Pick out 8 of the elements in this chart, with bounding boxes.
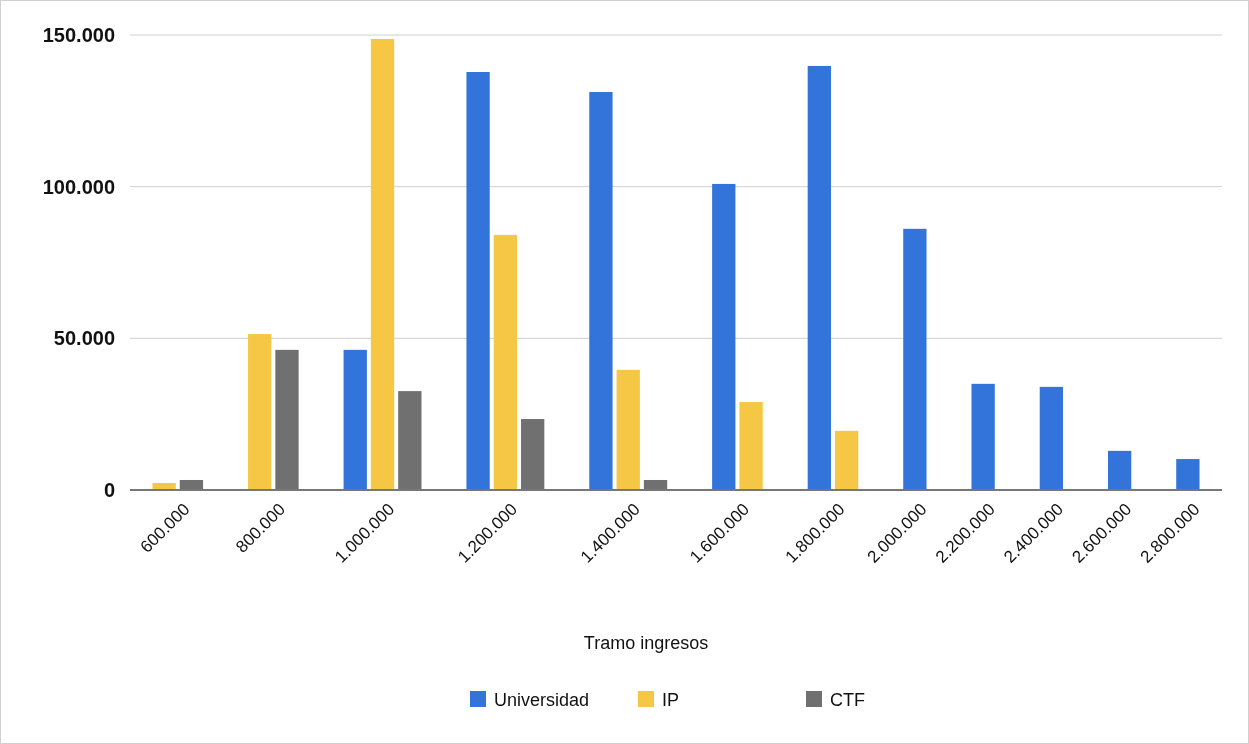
y-tick-label: 150.000 <box>42 23 115 46</box>
x-axis-title: Tramo ingresos <box>583 633 709 653</box>
y-tick-label: 100.000 <box>42 175 115 198</box>
legend-label: Universidad <box>494 690 590 711</box>
legend-label: CTF <box>830 690 865 711</box>
y-tick-label: 0 <box>103 478 115 501</box>
y-tick-label: 50.000 <box>53 327 115 350</box>
legend-label: IP <box>662 690 680 711</box>
